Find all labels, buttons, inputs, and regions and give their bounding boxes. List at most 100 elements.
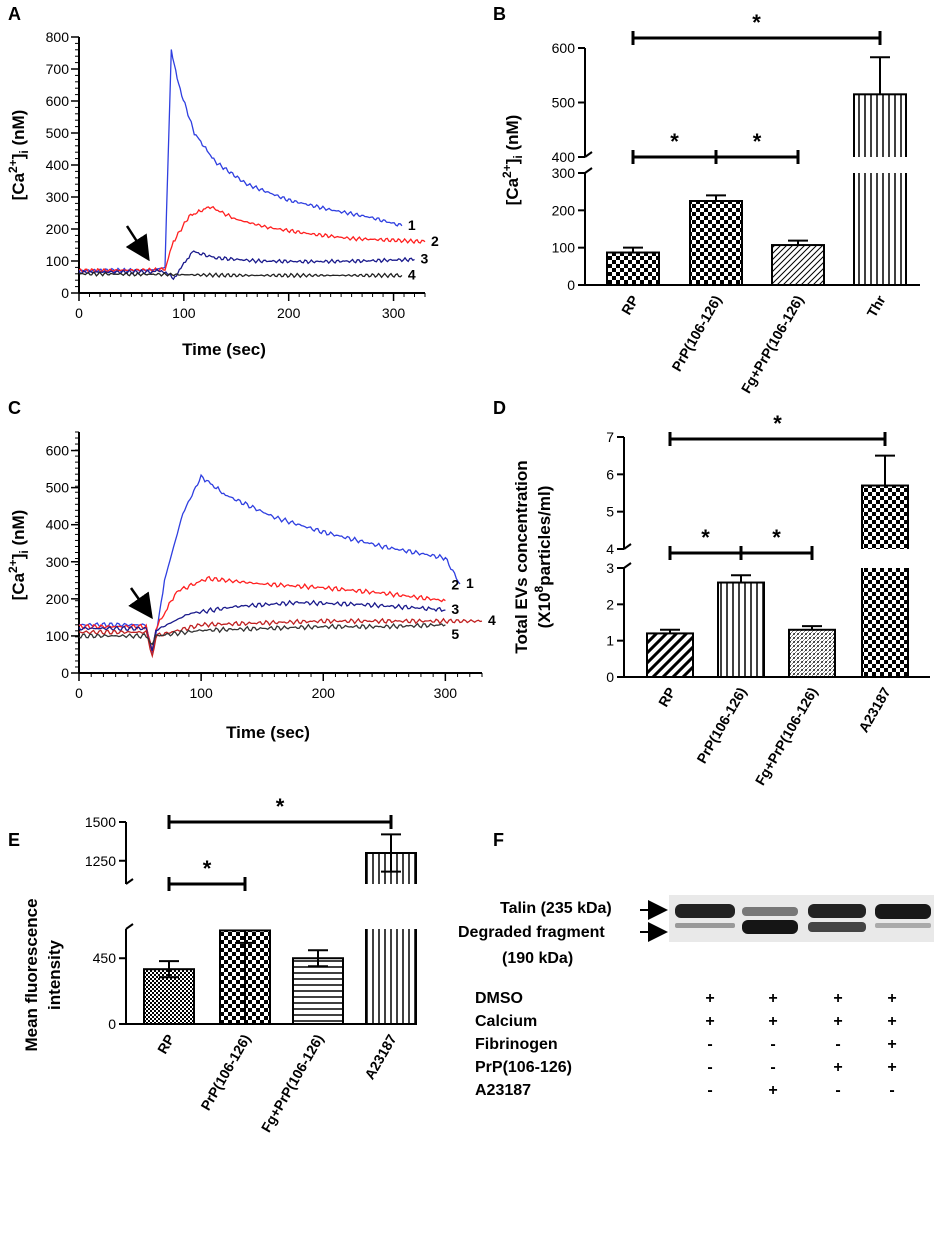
treatment-mark: +: [887, 1013, 896, 1030]
panel-d-chart: 0 1 2 3 4 5 6 7 RP PrP(106-126) Fg+PrP(106-126) A23…: [606, 411, 930, 788]
y-tick-label: 100: [46, 253, 70, 269]
treatment-mark: +: [705, 990, 714, 1007]
blot-band-lane1-fragment: [675, 923, 735, 928]
axis-break-mark: [125, 878, 134, 885]
panel-label-d: D: [493, 398, 506, 418]
series-line-4: [78, 271, 403, 279]
category-label-4: Thr: [863, 292, 888, 320]
axis-break-mark: [584, 167, 593, 174]
bar-1: [143, 968, 195, 1026]
treatment-mark: -: [835, 1082, 840, 1099]
panel-b-ylabel: [Ca2+]i (nM): [500, 115, 525, 206]
bar-4: [861, 484, 909, 678]
series-label-1: 1: [408, 217, 416, 233]
axis-break-mark: [584, 151, 593, 158]
x-tick-label: 200: [277, 305, 301, 321]
panel-label-e: E: [8, 830, 20, 850]
y-tick-label: 3: [606, 560, 614, 576]
treatment-mark: -: [707, 1059, 712, 1076]
series-label-1: 1: [466, 575, 474, 591]
panel-a-ylabel: [Ca2+]i (nM): [6, 110, 31, 201]
significance-star: *: [276, 794, 285, 819]
series-line-2: [78, 205, 426, 273]
blot-band-lane1-talin: [675, 904, 735, 918]
significance-star: *: [773, 411, 782, 436]
treatment-mark: +: [887, 1059, 896, 1076]
category-label-4: A23187: [361, 1031, 399, 1082]
panel-e-ylabel-line1: Mean fluorescence: [22, 898, 41, 1051]
treatment-mark: -: [770, 1036, 775, 1053]
x-tick-label: 100: [172, 305, 196, 321]
bar-3: [788, 628, 836, 678]
y-tick-label: 0: [61, 285, 69, 301]
category-label-1: RP: [655, 685, 679, 710]
treatment-label-1: DMSO: [475, 990, 523, 1007]
treatment-mark: +: [768, 990, 777, 1007]
panel-label-a: A: [8, 4, 21, 24]
treatment-mark: -: [707, 1082, 712, 1099]
series-line-2: [78, 575, 446, 652]
x-tick-label: 200: [312, 685, 336, 701]
y-tick-label: 200: [552, 202, 576, 218]
treatment-mark: -: [707, 1036, 712, 1053]
treatment-mark: +: [768, 1082, 777, 1099]
bar-4: [365, 852, 417, 1025]
blot-band-lane2-fragment: [742, 920, 798, 934]
category-label-3: Fg+PrP(106-126): [738, 293, 807, 396]
y-tick-label: 300: [46, 189, 70, 205]
series-line-1: [79, 49, 403, 274]
y-tick-label: 1: [606, 633, 614, 649]
blot-label-fragment: Degraded fragment: [458, 924, 605, 941]
panel-c-xlabel: Time (sec): [226, 723, 310, 742]
panel-d-ylabel-line1: Total EVs concentration: [512, 460, 531, 653]
y-tick-label: 400: [46, 517, 70, 533]
blot-label-talin: Talin (235 kDa): [500, 900, 612, 917]
y-tick-label: 800: [46, 29, 70, 45]
category-label-1: RP: [618, 293, 642, 318]
y-tick-label: 1500: [85, 814, 116, 830]
y-tick-label: 0: [606, 669, 614, 685]
significance-star: *: [203, 856, 212, 881]
y-tick-label: 200: [46, 221, 70, 237]
x-tick-label: 0: [75, 685, 83, 701]
x-tick-label: 300: [382, 305, 406, 321]
significance-star: *: [753, 129, 762, 154]
y-tick-label: 200: [46, 591, 70, 607]
y-tick-label: 1250: [85, 853, 116, 869]
panel-e-chart: 0 450 1250 1500 RP PrP(106-126) Fg+PrP(106-126…: [85, 794, 418, 1135]
treatment-label-5: A23187: [475, 1082, 531, 1099]
y-tick-label: 4: [606, 541, 614, 557]
series-label-4: 4: [488, 612, 496, 628]
blot-band-lane3-talin: [808, 904, 866, 918]
category-label-1: RP: [154, 1032, 178, 1057]
panel-e-ylabel-line2: intensity: [45, 940, 64, 1010]
bar-2: [717, 581, 765, 678]
series-line-3: [78, 599, 446, 652]
panel-d-ylabel-line2: (X108particles/ml): [532, 486, 554, 629]
bar-3: [292, 957, 344, 1026]
y-tick-label: 600: [46, 93, 70, 109]
blot-band-lane3-fragment: [808, 922, 866, 932]
blot-label-fragment-kda: (190 kDa): [502, 950, 573, 967]
x-tick-label: 300: [434, 685, 458, 701]
treatment-mark: +: [768, 1013, 777, 1030]
x-tick-label: 0: [75, 305, 83, 321]
bar-3: [771, 244, 825, 286]
y-tick-label: 500: [46, 480, 70, 496]
bar-break-gap: [852, 157, 908, 173]
y-tick-label: 500: [46, 125, 70, 141]
significance-star: *: [670, 129, 679, 154]
series-line-1: [79, 473, 461, 654]
category-label-4: A23187: [855, 684, 893, 735]
y-tick-label: 100: [552, 240, 576, 256]
y-tick-label: 400: [46, 157, 70, 173]
y-tick-label: 100: [46, 628, 70, 644]
y-tick-label: 2: [606, 596, 614, 612]
category-label-3: Fg+PrP(106-126): [752, 685, 821, 788]
y-tick-label: 500: [552, 95, 576, 111]
category-label-3: Fg+PrP(106-126): [258, 1032, 327, 1135]
bar-1: [646, 632, 694, 679]
significance-star: *: [752, 10, 761, 35]
treatment-mark: +: [833, 990, 842, 1007]
